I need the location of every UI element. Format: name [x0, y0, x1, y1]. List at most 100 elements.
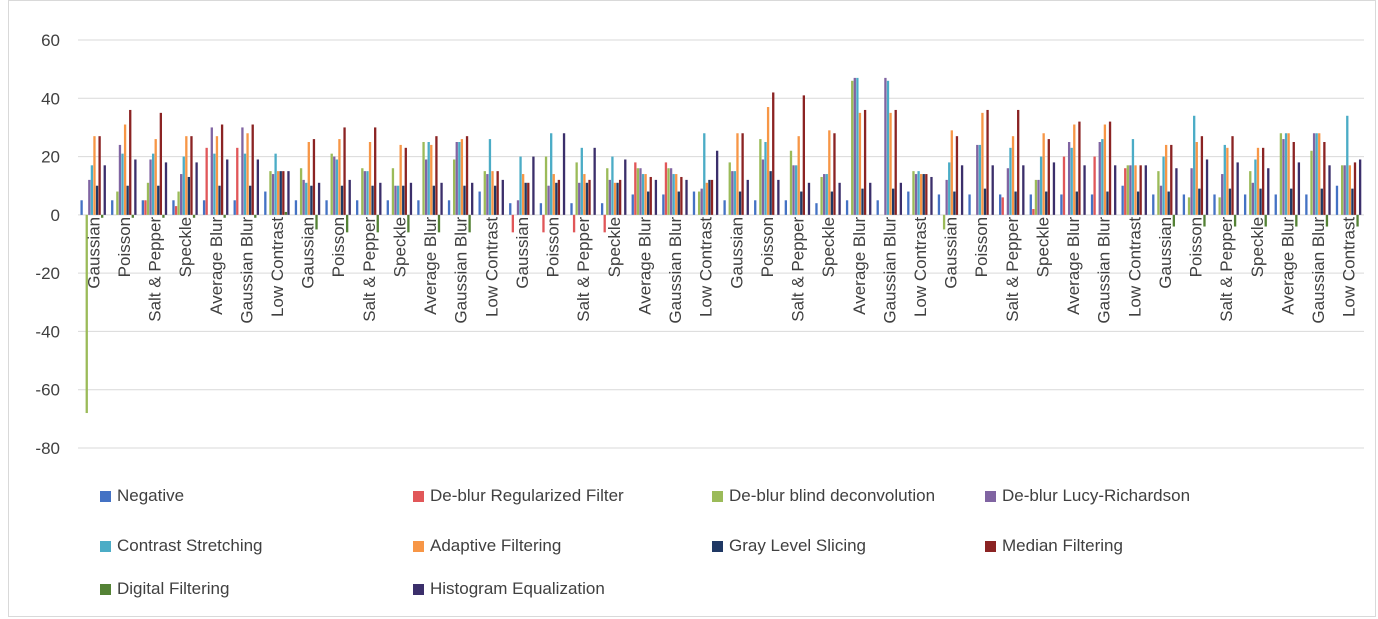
bar — [845, 200, 849, 215]
bar — [669, 168, 673, 215]
bar — [340, 185, 344, 215]
bar — [491, 171, 494, 215]
bar — [677, 191, 680, 215]
bar — [983, 188, 987, 215]
bar — [407, 214, 410, 233]
bar — [363, 171, 367, 215]
bar — [1292, 142, 1295, 215]
bar — [162, 214, 165, 218]
bar — [254, 214, 257, 218]
bar — [1106, 191, 1109, 215]
x-tick-label: Salt & Pepper — [1217, 217, 1236, 322]
bar — [647, 191, 650, 215]
x-tick-label: Salt & Pepper — [1003, 217, 1022, 322]
bar — [521, 174, 525, 215]
x-tick-label: Speckle — [1248, 217, 1267, 277]
bar — [746, 179, 749, 215]
bar — [129, 109, 132, 215]
bar — [427, 142, 430, 215]
bar — [271, 174, 275, 215]
bar — [386, 200, 389, 215]
bar — [343, 127, 346, 215]
bar — [88, 179, 91, 215]
bar — [1182, 194, 1186, 215]
bar — [876, 200, 879, 215]
bar — [118, 144, 122, 215]
bar — [310, 185, 313, 215]
bar — [1231, 136, 1234, 215]
bar — [807, 182, 811, 215]
bar — [1190, 168, 1193, 215]
x-tick-label: Average Blur — [635, 217, 654, 315]
bar — [279, 171, 282, 215]
bar — [685, 179, 688, 215]
bar — [317, 182, 321, 215]
bar — [287, 171, 290, 215]
bar — [945, 179, 948, 215]
bar — [151, 153, 155, 215]
bar — [1073, 124, 1076, 215]
bar — [1236, 162, 1239, 215]
x-tick-label: Speckle — [1034, 217, 1053, 277]
bar — [570, 203, 573, 215]
bar — [1014, 191, 1017, 215]
bar — [95, 185, 99, 215]
x-tick-label: Speckle — [605, 217, 624, 277]
bar — [180, 174, 183, 215]
bar — [613, 182, 617, 215]
bar — [1090, 194, 1094, 215]
x-tick-label: Gaussian Blur — [237, 217, 256, 324]
bar — [409, 182, 413, 215]
bar — [741, 133, 744, 215]
bar — [1108, 121, 1112, 215]
bar — [1320, 188, 1323, 215]
x-tick-label: Salt & Pepper — [789, 217, 808, 322]
bar — [80, 200, 83, 215]
bar — [1198, 188, 1201, 215]
bar — [955, 136, 959, 215]
bar — [1139, 165, 1142, 215]
bar — [1009, 147, 1012, 215]
bar — [312, 139, 316, 215]
bar — [1083, 165, 1086, 215]
bar — [833, 133, 836, 215]
bar — [820, 176, 823, 215]
bar — [794, 165, 798, 215]
bar — [1172, 214, 1176, 227]
bar — [764, 142, 767, 215]
bar — [417, 200, 420, 215]
bar — [1200, 136, 1204, 215]
bar — [527, 182, 530, 215]
bar — [1335, 185, 1339, 215]
bar — [894, 109, 897, 215]
x-tick-label: Low Contrast — [1340, 217, 1359, 317]
bar — [1228, 188, 1232, 215]
bar — [542, 214, 545, 233]
bar — [1284, 133, 1288, 215]
bar — [243, 153, 247, 215]
x-tick-label: Poisson — [758, 217, 777, 277]
bar — [914, 174, 918, 215]
bar — [126, 185, 129, 215]
bar — [430, 144, 433, 215]
bar — [1213, 194, 1216, 215]
bar — [1022, 165, 1025, 215]
bar — [1175, 168, 1178, 215]
bar — [1187, 197, 1191, 215]
x-tick-label: Low Contrast — [1125, 217, 1144, 317]
bar — [458, 142, 461, 215]
bar — [277, 171, 280, 215]
bar — [1353, 162, 1357, 215]
bar — [802, 95, 806, 215]
bar — [800, 191, 803, 215]
bar — [1070, 147, 1073, 215]
bar — [215, 136, 219, 215]
x-tick-label: Gaussian — [942, 217, 961, 289]
bar — [1060, 194, 1063, 215]
bar — [493, 185, 497, 215]
bar — [981, 112, 984, 215]
x-tick-label: Average Blur — [1064, 217, 1083, 315]
bar — [101, 214, 104, 218]
x-tick-label: Speckle — [391, 217, 410, 277]
bar — [1290, 188, 1293, 215]
